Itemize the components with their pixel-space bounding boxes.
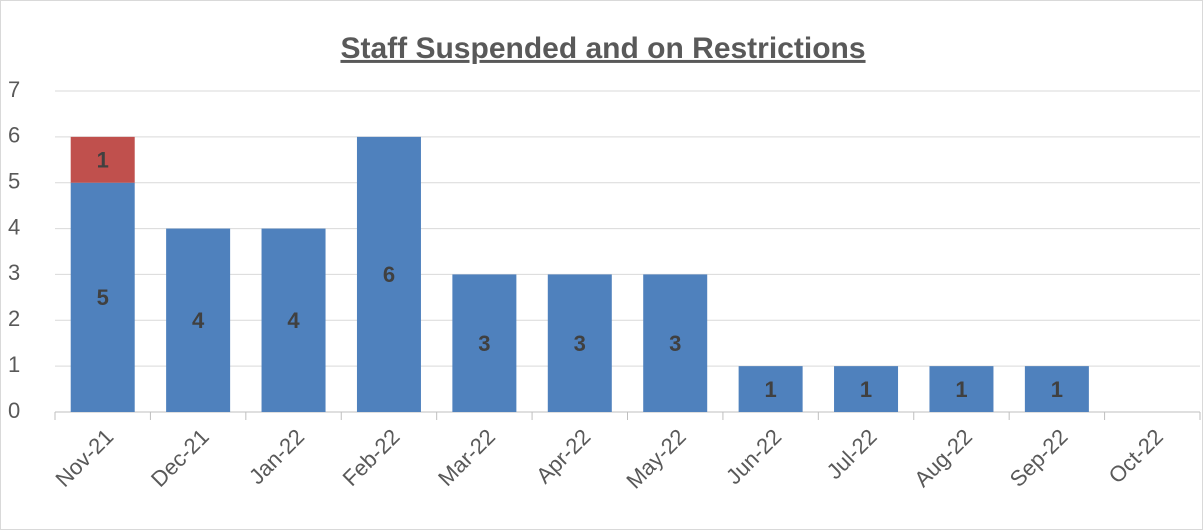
y-tick-label: 7	[8, 77, 20, 102]
bar-segment	[1024, 366, 1089, 412]
data-label: 4	[287, 308, 300, 333]
data-label: 6	[383, 262, 395, 287]
y-tick-label: 2	[8, 306, 20, 331]
bar-segment	[834, 366, 899, 412]
bar-segment	[70, 136, 135, 183]
y-tick-label: 5	[8, 169, 20, 194]
chart-title: Staff Suspended and on Restrictions	[340, 32, 865, 65]
y-tick-label: 4	[8, 214, 20, 239]
data-label: 4	[192, 308, 205, 333]
y-tick-label: 1	[8, 352, 20, 377]
bar-segment	[166, 228, 231, 412]
bar-segment	[356, 136, 421, 412]
bar-segment	[738, 366, 803, 412]
data-label: 1	[1051, 377, 1063, 402]
data-label: 1	[955, 377, 967, 402]
y-tick-label: 0	[8, 398, 20, 423]
bar-segment	[70, 182, 135, 412]
data-label: 1	[97, 148, 109, 173]
data-label: 5	[97, 285, 109, 310]
y-tick-label: 3	[8, 260, 20, 285]
bar-segment	[452, 274, 517, 412]
data-label: 1	[860, 377, 872, 402]
bar-segment	[261, 228, 326, 412]
bar-segment	[643, 274, 708, 412]
data-label: 3	[669, 331, 681, 356]
bar-segment	[929, 366, 994, 412]
data-label: 1	[765, 377, 777, 402]
bar-segment	[547, 274, 612, 412]
y-tick-label: 6	[8, 123, 20, 148]
data-label: 3	[574, 331, 586, 356]
data-label: 3	[478, 331, 490, 356]
